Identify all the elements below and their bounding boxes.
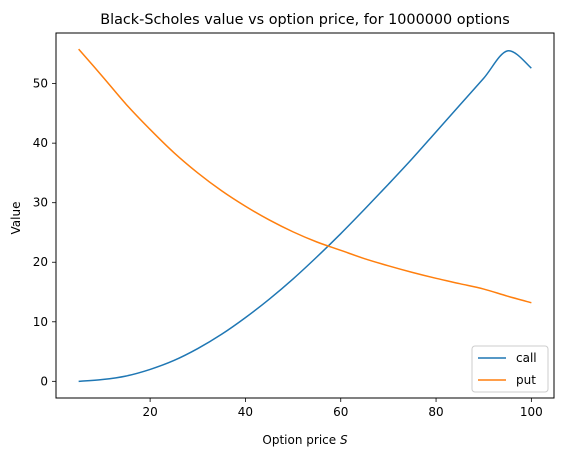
y-tick-label: 0 (40, 374, 48, 388)
plot-frame (55, 32, 555, 399)
y-tick-label: 50 (33, 77, 48, 91)
x-tick-label: 60 (333, 405, 348, 419)
x-axis-label-text: Option price (262, 433, 340, 447)
y-tick-label: 30 (33, 196, 48, 210)
series-layer (78, 48, 532, 383)
y-tick-label: 10 (33, 315, 48, 329)
series-line-call (78, 50, 532, 383)
x-tick-label: 100 (520, 405, 543, 419)
y-tick-label: 20 (33, 255, 48, 269)
x-axis-ticks: 20 40 60 80 100 (142, 398, 543, 419)
legend: call put (471, 345, 549, 393)
y-tick-label: 40 (33, 136, 48, 150)
plot-area: 20 40 60 80 100 0 10 20 30 40 50 (33, 32, 555, 419)
y-axis-label: Value (9, 202, 23, 235)
y-axis-ticks: 0 10 20 30 40 50 (33, 77, 56, 388)
legend-label-put: put (516, 373, 536, 387)
x-tick-label: 40 (238, 405, 253, 419)
x-axis-label: Option price S (262, 433, 348, 447)
chart-title: Black-Scholes value vs option price, for… (100, 12, 510, 28)
x-axis-label-variable: S (340, 433, 348, 447)
x-tick-label: 80 (428, 405, 443, 419)
x-tick-label: 20 (142, 405, 157, 419)
legend-label-call: call (516, 351, 537, 365)
series-line-put (78, 48, 532, 304)
